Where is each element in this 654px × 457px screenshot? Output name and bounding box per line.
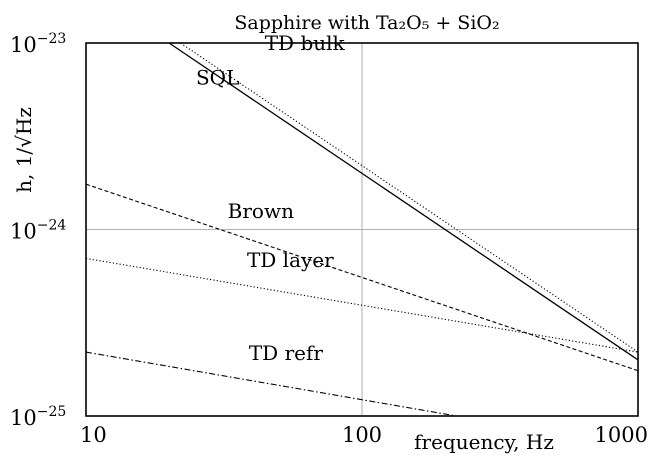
axis-ticks: 10 100 1000 10−25 10−24 10−23 — [10, 31, 648, 447]
x-tick-label: 100 — [342, 423, 382, 447]
series-sql-line — [168, 42, 639, 361]
series-td-refr-line — [85, 351, 457, 417]
y-tick-label: 10−23 — [10, 31, 66, 57]
x-tick-label: 10 — [80, 423, 107, 447]
plot-frame — [85, 42, 639, 417]
series-td-bulk-line — [180, 42, 639, 353]
x-tick-label: 1000 — [595, 423, 648, 447]
x-axis-label: frequency, Hz — [414, 430, 554, 454]
curve-label-sql: SQL — [196, 65, 239, 89]
curve-label-td-layer: TD layer — [247, 248, 334, 272]
curve-label-brown: Brown — [228, 199, 294, 223]
curve-label-td-refr: TD refr — [249, 341, 324, 365]
grid-lines — [86, 43, 638, 416]
chart-title: Sapphire with Ta₂O₅ + SiO₂ — [234, 12, 499, 34]
plot-series — [85, 42, 639, 417]
y-axis-label: h, 1/√Hz — [12, 107, 36, 193]
curve-labels: TD bulk SQL Brown TD layer TD refr — [196, 31, 346, 365]
y-tick-label: 10−25 — [10, 404, 66, 430]
y-tick-label: 10−24 — [10, 218, 66, 244]
series-td-layer-line — [85, 257, 639, 353]
curve-label-td-bulk: TD bulk — [265, 31, 346, 55]
